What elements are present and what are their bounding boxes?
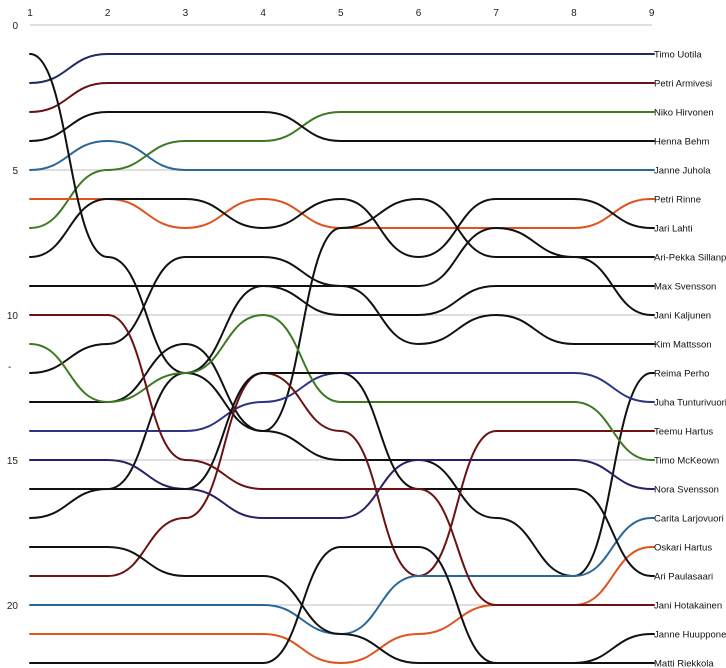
series-label: Nora Svensson bbox=[654, 485, 719, 496]
series-label: Ari Paulasaari bbox=[654, 572, 713, 583]
series-label: Henna Behm bbox=[654, 137, 710, 148]
series-line-9 bbox=[29, 197, 655, 433]
series-line-5 bbox=[29, 197, 655, 230]
series-label: Juha Tunturivuori bbox=[654, 398, 726, 409]
series-label: Janne Juhola bbox=[654, 166, 711, 177]
series-line-10 bbox=[29, 284, 655, 519]
series-label: Jani Kaljunen bbox=[654, 311, 711, 322]
series-lines bbox=[29, 52, 655, 665]
series-labels: Timo Uotila Petri Armivesi Niko Hirvonen He… bbox=[654, 50, 726, 668]
series-line-0 bbox=[29, 52, 655, 84]
series-label: Kim Mattsson bbox=[654, 340, 712, 351]
series-line-18 bbox=[29, 372, 655, 577]
series-label: Petri Rinne bbox=[654, 195, 701, 206]
series-line-13 bbox=[29, 371, 655, 578]
series-line-21 bbox=[29, 545, 655, 665]
series-label: Petri Armivesi bbox=[654, 79, 712, 90]
series-label: Matti Riekkola bbox=[654, 659, 714, 668]
y-tick-label: 15 bbox=[7, 456, 19, 467]
y-axis-ticks: 0 5 10 15 20 bbox=[7, 21, 19, 612]
x-tick-label: 1 bbox=[27, 8, 33, 19]
x-tick-label: 7 bbox=[493, 8, 499, 19]
x-tick-label: 5 bbox=[338, 8, 344, 19]
series-line-14 bbox=[29, 313, 655, 461]
series-label: Niko Hirvonen bbox=[654, 108, 714, 119]
y-tick-label: 0 bbox=[12, 21, 18, 32]
series-line-8 bbox=[29, 284, 655, 317]
x-axis-ticks: 1 2 3 4 5 6 7 8 9 bbox=[27, 8, 655, 19]
y-tick-label: 10 bbox=[7, 311, 19, 322]
y-axis-stray-mark: - bbox=[8, 362, 11, 373]
y-tick-label: 20 bbox=[7, 601, 19, 612]
series-line-4 bbox=[29, 139, 655, 172]
series-label: Jari Lahti bbox=[654, 224, 693, 235]
series-label: Timo Uotila bbox=[654, 50, 702, 61]
x-tick-label: 6 bbox=[416, 8, 422, 19]
series-label: Timo McKeown bbox=[654, 456, 719, 467]
series-line-7 bbox=[29, 226, 655, 374]
series-label: Teemu Hartus bbox=[654, 427, 713, 438]
series-line-19 bbox=[29, 314, 655, 607]
series-label: Jani Hotakainen bbox=[654, 601, 722, 612]
series-label: Reima Perho bbox=[654, 369, 709, 380]
x-tick-label: 9 bbox=[649, 8, 655, 19]
x-tick-label: 3 bbox=[183, 8, 189, 19]
x-tick-label: 8 bbox=[571, 8, 577, 19]
x-tick-label: 4 bbox=[260, 8, 266, 19]
series-line-16 bbox=[29, 517, 655, 636]
series-line-3 bbox=[29, 110, 655, 143]
series-line-1 bbox=[29, 81, 655, 113]
series-label: Janne Huupponen bbox=[654, 630, 726, 641]
series-line-6 bbox=[29, 197, 655, 259]
y-tick-label: 5 bbox=[12, 166, 18, 177]
series-line-2 bbox=[29, 110, 655, 229]
series-line-15 bbox=[29, 458, 655, 519]
series-label: Carita Larjovuori bbox=[654, 514, 724, 525]
series-label: Max Svensson bbox=[654, 282, 716, 293]
series-label: Oskari Hartus bbox=[654, 543, 712, 554]
series-label: Ari-Pekka Sillanpää bbox=[654, 253, 726, 264]
x-tick-label: 2 bbox=[105, 8, 111, 19]
